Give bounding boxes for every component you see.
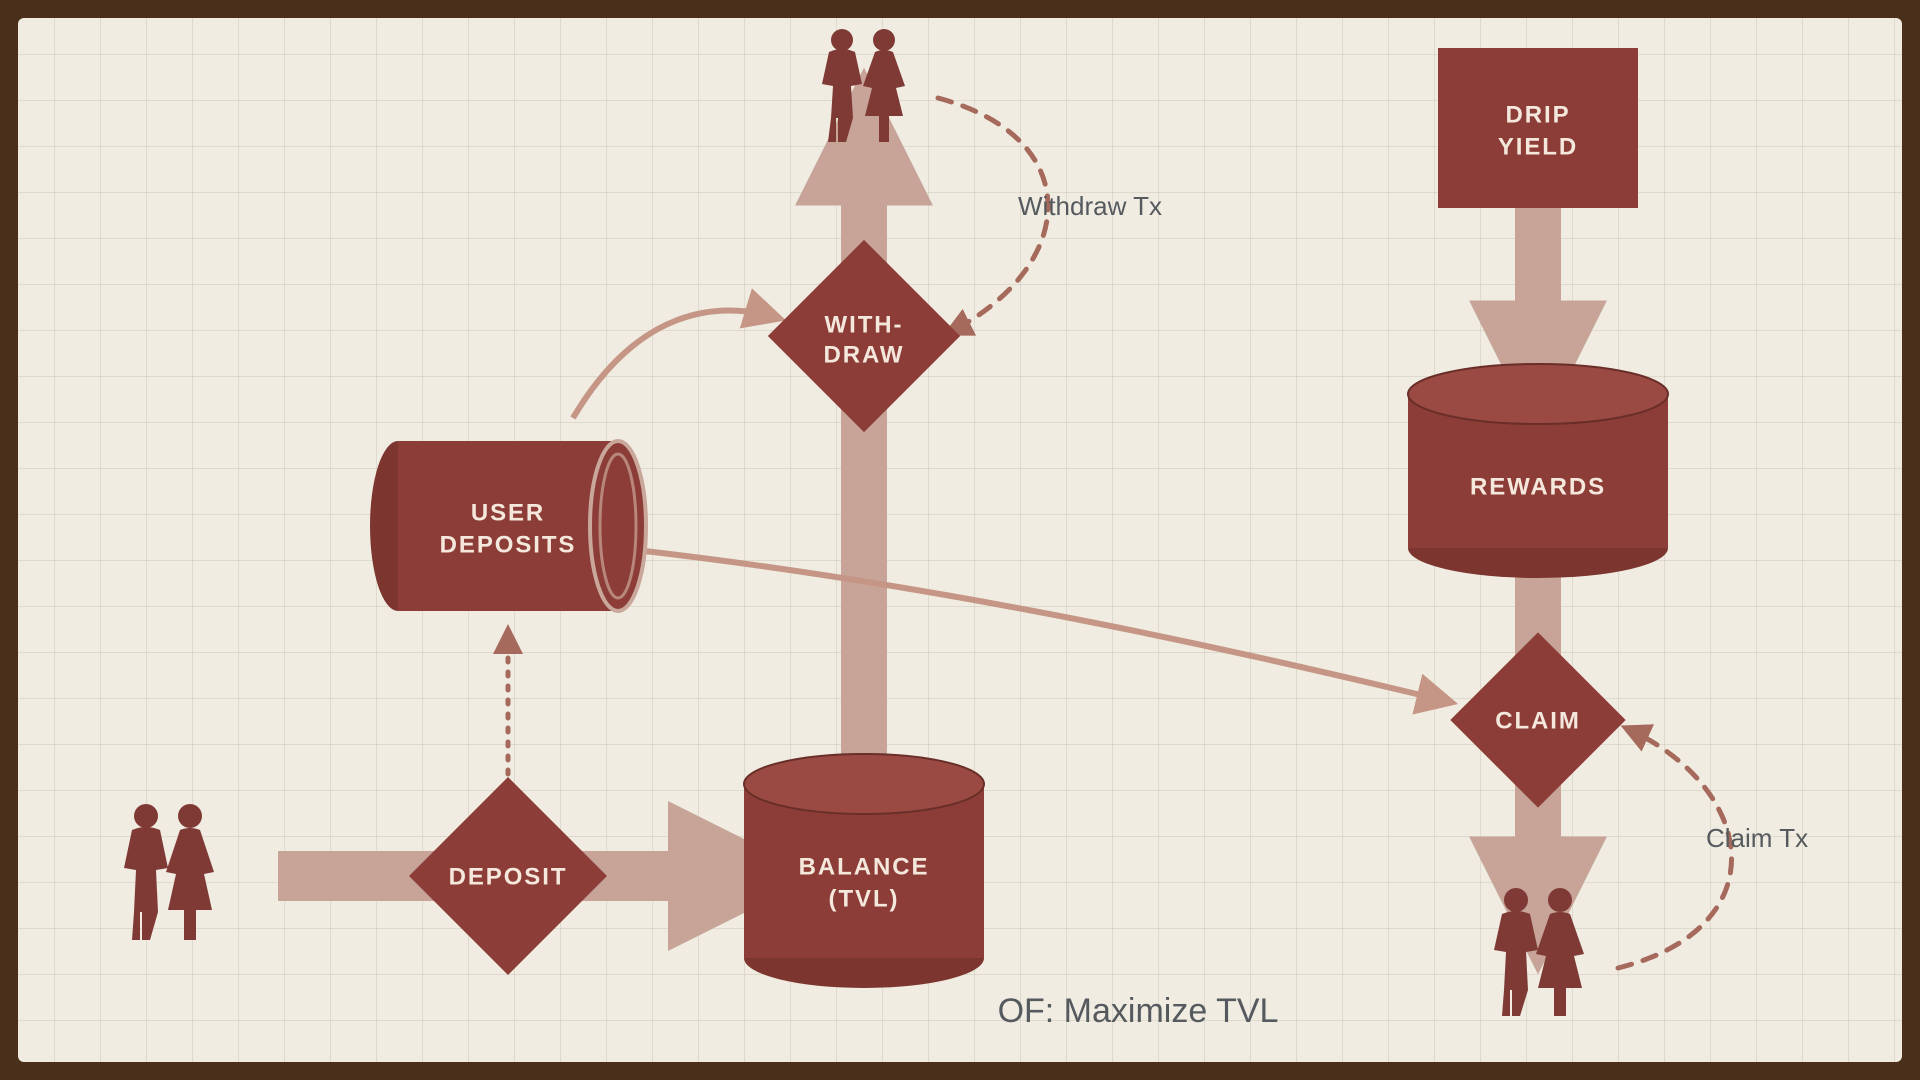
people-top-icon: [822, 29, 905, 142]
claim-tx-label: Claim Tx: [1706, 823, 1808, 853]
node-rewards: REWARDS: [1408, 364, 1668, 578]
userdep-label1: USER: [471, 499, 545, 526]
curve-userdep-to-withdraw: [573, 311, 778, 418]
balance-label1: BALANCE: [799, 853, 930, 880]
claim-label: CLAIM: [1495, 707, 1581, 734]
node-withdraw: WITH- DRAW: [768, 240, 960, 432]
drip-yield-label1: DRIP: [1505, 101, 1570, 128]
drip-yield-label2: YIELD: [1498, 133, 1578, 160]
rewards-label: REWARDS: [1470, 473, 1606, 500]
people-right-icon: [1494, 888, 1584, 1016]
people-left-icon: [124, 804, 214, 940]
node-drip-yield: DRIP YIELD: [1438, 48, 1638, 208]
diagram-stage: DRIP YIELD REWARDS BALANCE (TVL): [18, 18, 1902, 1062]
node-balance: BALANCE (TVL): [744, 754, 984, 988]
userdep-label2: DEPOSITS: [440, 531, 577, 558]
node-user-deposits: USER DEPOSITS: [370, 441, 646, 611]
node-claim: CLAIM: [1450, 632, 1625, 807]
node-deposit: DEPOSIT: [409, 777, 607, 975]
slide-frame: DRIP YIELD REWARDS BALANCE (TVL): [18, 18, 1902, 1062]
deposit-label: DEPOSIT: [449, 863, 568, 890]
balance-label2: (TVL): [829, 885, 900, 912]
withdraw-label2: DRAW: [823, 341, 904, 368]
withdraw-label1: WITH-: [825, 311, 904, 338]
withdraw-tx-label: Withdraw Tx: [1018, 191, 1162, 221]
curve-userdep-to-claim: [636, 550, 1450, 702]
footer-caption: OF: Maximize TVL: [998, 992, 1279, 1030]
